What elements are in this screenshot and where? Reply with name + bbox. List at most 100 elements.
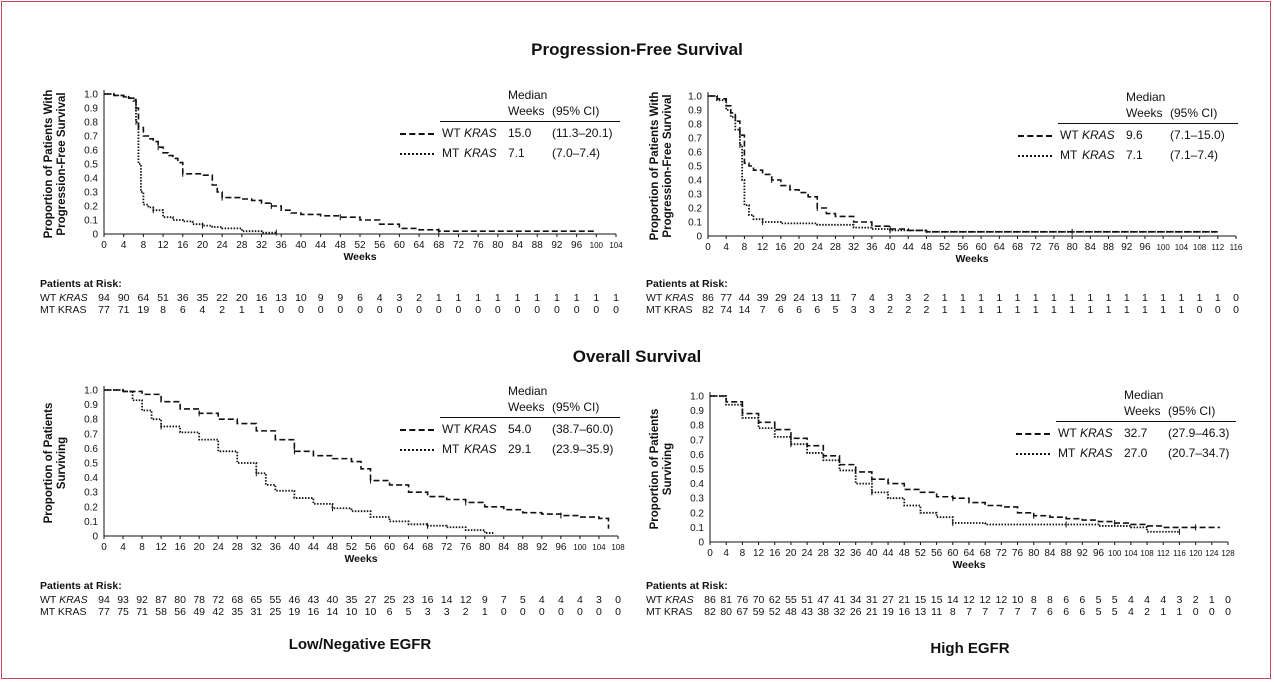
- risk-count: 36: [176, 292, 189, 304]
- x-tick-label: 48: [327, 542, 339, 553]
- y-tick-label: 0.2: [690, 508, 704, 519]
- x-tick-label: 76: [1012, 548, 1024, 559]
- x-tick-label: 28: [830, 242, 842, 253]
- x-tick-label: 60: [947, 548, 959, 559]
- x-tick-label: 96: [1093, 548, 1105, 559]
- risk-count: 1: [978, 304, 985, 316]
- risk-count: 1: [1087, 304, 1094, 316]
- risk-count: 1: [1142, 292, 1148, 304]
- risk-count: 4: [868, 292, 875, 304]
- risk-count: 1: [1069, 304, 1076, 316]
- y-tick-label: 0.9: [690, 406, 704, 417]
- dotted-line-swatch: [400, 449, 434, 451]
- risk-count: 1: [941, 304, 948, 316]
- x-tick-label: 96: [571, 240, 583, 251]
- risk-count: 0: [519, 606, 526, 618]
- x-tick-label: 68: [422, 542, 434, 553]
- y-tick-label: 0.6: [690, 450, 704, 461]
- risk-count: 48: [785, 606, 797, 618]
- risk-count: 0: [596, 606, 602, 618]
- risk-count: 6: [386, 606, 393, 618]
- x-tick-label: 60: [384, 542, 396, 553]
- x-tick-label: 12: [158, 240, 170, 251]
- x-tick-label: 28: [236, 240, 248, 251]
- legend-series-gene: KRAS: [464, 146, 497, 160]
- risk-count: 1: [1176, 606, 1183, 618]
- risk-count: 40: [326, 594, 339, 606]
- risk-count: 7: [982, 606, 989, 618]
- x-tick-label: 48: [899, 548, 911, 559]
- x-tick-label: 36: [270, 542, 282, 553]
- risk-count: 27: [882, 594, 894, 606]
- x-tick-label: 76: [460, 542, 472, 553]
- risk-count: 94: [98, 292, 110, 304]
- risk-count: 1: [941, 292, 948, 304]
- x-tick-label: 68: [433, 240, 445, 251]
- legend-header-median: Median: [1126, 90, 1166, 104]
- risk-count: 3: [424, 606, 431, 618]
- risk-count: 1: [613, 292, 619, 304]
- risk-count: 16: [255, 292, 268, 304]
- y-tick-label: 0.9: [84, 104, 98, 115]
- x-axis-label: Weeks: [343, 251, 376, 263]
- x-tick-label: 4: [121, 240, 127, 251]
- legend-median-value: 9.6: [1126, 128, 1143, 142]
- x-tick-label: 116: [1230, 243, 1243, 252]
- legend-rule: [1058, 123, 1238, 124]
- x-tick-label: 84: [498, 542, 510, 553]
- risk-count: 24: [793, 292, 805, 304]
- x-tick-label: 40: [289, 542, 301, 553]
- x-tick-label: 92: [1121, 242, 1133, 253]
- x-tick-label: 88: [517, 542, 529, 553]
- risk-count: 0: [593, 304, 600, 316]
- x-tick-label: 104: [592, 543, 606, 552]
- risk-label-gene: KRAS: [59, 292, 88, 304]
- y-axis-label-line2: Progression-Free Survival: [56, 92, 68, 235]
- low-egfr-label: Low/Negative EGFR: [288, 636, 432, 653]
- risk-count: 1: [258, 304, 265, 316]
- wt-kras-survival-curve: [104, 93, 597, 232]
- risk-count: 1: [1032, 292, 1039, 304]
- x-tick-label: 12: [757, 242, 769, 253]
- x-tick-label: 52: [915, 548, 927, 559]
- risk-count: 6: [796, 304, 802, 316]
- risk-count: 1: [1214, 292, 1221, 304]
- risk-count: 5: [1111, 606, 1118, 618]
- y-axis-label-line1: Proportion of Patients: [649, 409, 661, 530]
- risk-count: 42: [212, 606, 225, 618]
- risk-count: 52: [768, 606, 781, 618]
- risk-count: 14: [326, 606, 339, 618]
- wt-kras-risk-row: WT KRAS 94 93 92 87 80 78 72 68 65 55 46 43 40 35 27 25 2…: [40, 594, 630, 606]
- risk-count: 1: [1032, 304, 1039, 316]
- y-tick-label: 0.8: [688, 120, 702, 131]
- risk-count: 93: [117, 594, 129, 606]
- risk-count: 0: [396, 304, 403, 316]
- x-tick-label: 32: [251, 542, 263, 553]
- legend-header-median: Median: [508, 384, 548, 398]
- y-tick-label: 0.4: [690, 479, 704, 490]
- y-axis-label-line1: Proportion of Patients: [43, 403, 55, 524]
- x-tick-label: 80: [479, 542, 491, 553]
- legend-ci-value: (11.3–20.1): [552, 126, 613, 140]
- x-tick-label: 64: [994, 242, 1006, 253]
- legend-ci-value: (7.1–7.4): [1170, 148, 1219, 162]
- risk-count: 80: [720, 606, 733, 618]
- risk-count: 2: [219, 304, 226, 316]
- risk-count: 0: [1233, 292, 1239, 304]
- risk-count: 1: [475, 292, 482, 304]
- risk-count: 3: [887, 292, 893, 304]
- risk-count: 6: [179, 304, 186, 316]
- x-tick-label: 108: [1193, 243, 1207, 252]
- legend: Median Weeks (95% CI) WT KRAS 9.6 (7.1–15.0) M…: [1018, 90, 1238, 162]
- risk-count: 3: [596, 594, 602, 606]
- risk-count: 0: [435, 304, 442, 316]
- risk-count: 1: [554, 292, 560, 304]
- risk-count: 1: [1105, 292, 1112, 304]
- x-tick-label: 0: [101, 542, 107, 553]
- risk-count: 6: [777, 304, 784, 316]
- risk-count: 44: [738, 292, 751, 304]
- legend-header-median: Median: [508, 88, 548, 102]
- risk-count: 38: [817, 606, 830, 618]
- risk-count: 87: [155, 594, 167, 606]
- risk-count: 1: [1196, 292, 1203, 304]
